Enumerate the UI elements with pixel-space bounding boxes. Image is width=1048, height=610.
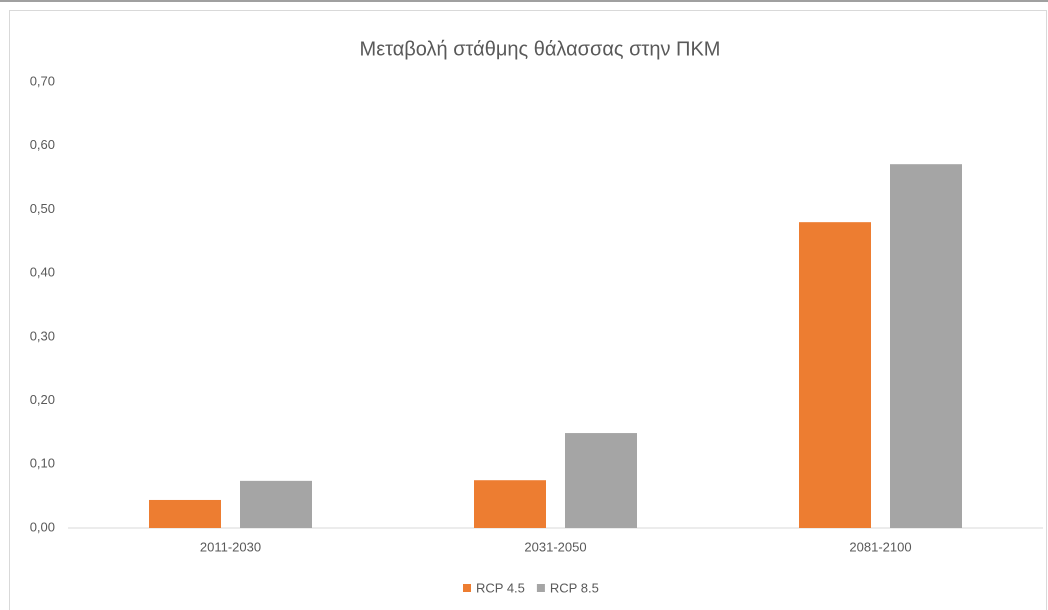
bar (890, 164, 962, 529)
y-tick-label: 0,60 (30, 137, 55, 152)
x-tick-label: 2031-2050 (524, 539, 586, 554)
legend-label: RCP 8.5 (550, 580, 599, 595)
y-tick-label: 0,50 (30, 201, 55, 216)
y-tick-label: 0,30 (30, 328, 55, 343)
y-tick-label: 0,10 (30, 456, 55, 471)
legend-swatch (463, 584, 471, 592)
y-tick-label: 0,40 (30, 265, 55, 280)
bar (565, 433, 637, 528)
x-tick-label: 2081-2100 (849, 539, 911, 554)
x-tick-label: 2011-2030 (200, 539, 261, 554)
chart-frame (9, 10, 1047, 610)
legend-swatch (536, 584, 545, 592)
chart-title: Μεταβολή στάθμης θάλασσας στην ΠΚΜ (360, 38, 721, 60)
legend-label: RCP 4.5 (476, 580, 525, 595)
bar (149, 499, 221, 528)
y-tick-label: 0,20 (30, 392, 55, 407)
bar (799, 222, 871, 528)
bar (240, 480, 312, 528)
bar (474, 480, 546, 528)
y-tick-label: 0,70 (30, 73, 55, 88)
y-tick-label: 0,00 (30, 519, 55, 534)
